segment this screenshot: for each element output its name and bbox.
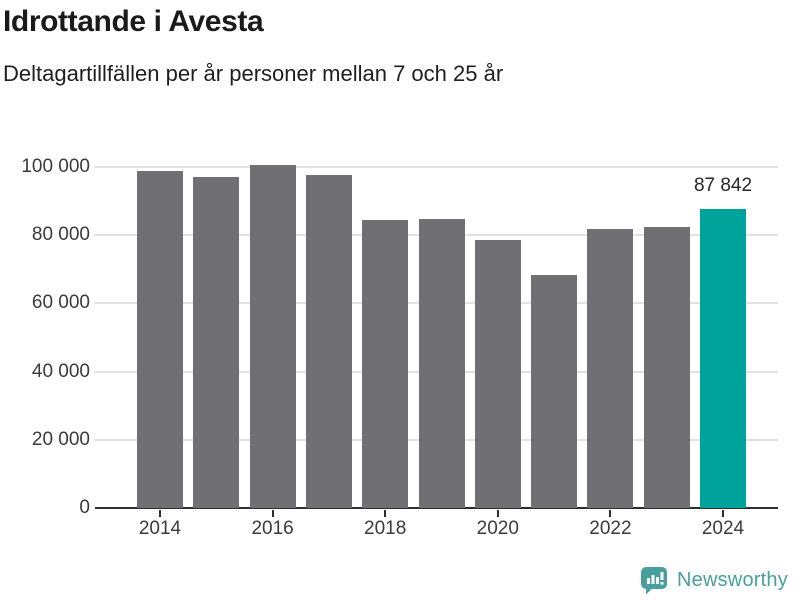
bar bbox=[249, 165, 296, 508]
x-axis-label: 2020 bbox=[476, 518, 519, 539]
x-axis-tick bbox=[159, 510, 161, 517]
y-axis-label: 20 000 bbox=[31, 428, 90, 450]
bar bbox=[643, 226, 690, 508]
brand-name: Newsworthy bbox=[677, 569, 788, 591]
newsworthy-logo-icon bbox=[640, 566, 668, 595]
y-axis-label: 0 bbox=[79, 497, 90, 518]
bar bbox=[418, 218, 465, 508]
x-axis-label: 2024 bbox=[701, 518, 745, 539]
bar bbox=[700, 208, 746, 508]
bar-value-label: 87 842 bbox=[693, 175, 753, 197]
y-axis-tick bbox=[94, 438, 102, 441]
x-axis-label: 2016 bbox=[251, 518, 294, 539]
x-axis-tick bbox=[271, 510, 274, 517]
x-axis-label: 2014 bbox=[138, 518, 182, 539]
y-axis-label: 40 000 bbox=[31, 360, 90, 382]
footer-brand: Newsworthy bbox=[640, 566, 788, 595]
y-axis-tick bbox=[94, 166, 102, 168]
x-axis-tick bbox=[609, 510, 612, 517]
bar bbox=[137, 171, 183, 508]
x-axis-tick bbox=[496, 510, 499, 517]
bar bbox=[531, 275, 578, 508]
y-axis-tick bbox=[94, 302, 102, 305]
bar bbox=[587, 229, 634, 508]
y-axis-label: 80 000 bbox=[31, 224, 90, 246]
chart-subtitle: Deltagartillfällen per år personer mella… bbox=[3, 61, 504, 86]
bar bbox=[474, 240, 521, 508]
y-axis-tick bbox=[94, 370, 102, 373]
x-axis-label: 2022 bbox=[589, 518, 632, 539]
chart-title: Idrottande i Avesta bbox=[3, 5, 264, 38]
bar-chart-plot-area: 0 20 000 40 000 60 000 80 000 100 000 87 842 20… bbox=[21, 157, 778, 539]
x-axis-tick bbox=[384, 510, 387, 517]
y-axis-tick bbox=[94, 234, 102, 237]
y-axis-label: 60 000 bbox=[31, 292, 90, 314]
chart-header: Idrottande i Avesta Deltagartillfällen p… bbox=[3, 0, 783, 87]
bar bbox=[362, 219, 409, 508]
bar bbox=[193, 176, 240, 508]
gridline bbox=[102, 166, 778, 168]
bar bbox=[305, 175, 352, 508]
x-axis-tick bbox=[722, 510, 724, 517]
y-axis-label: 100 000 bbox=[21, 156, 90, 177]
x-axis-line bbox=[95, 507, 778, 509]
x-axis-label: 2018 bbox=[364, 518, 407, 539]
